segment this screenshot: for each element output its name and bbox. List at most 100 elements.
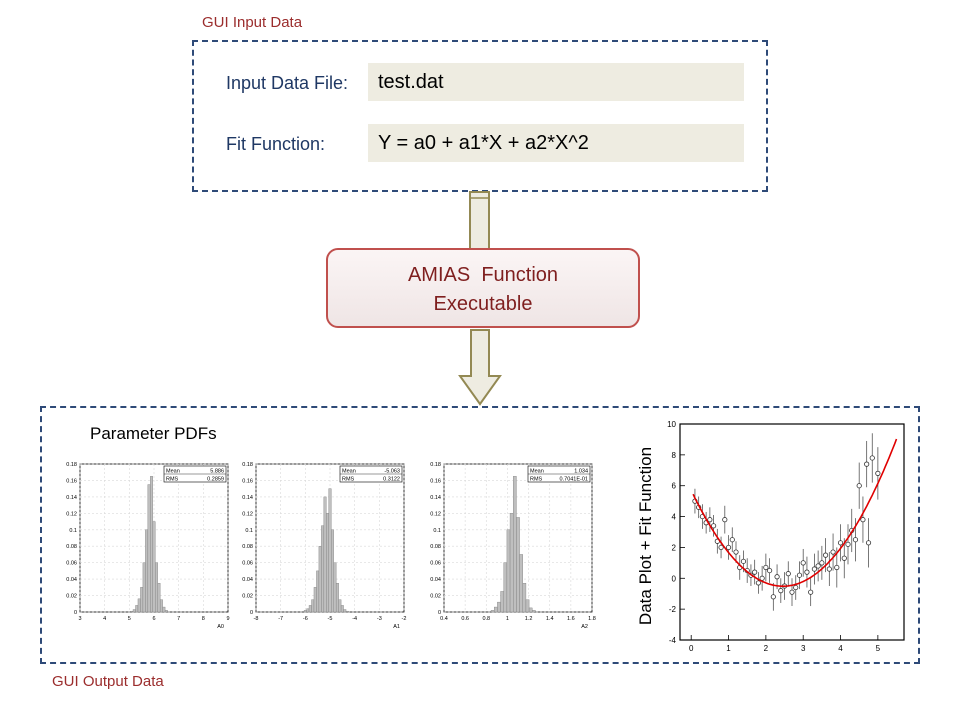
fit-function-label: Fit Function: <box>226 134 326 154</box>
data-point <box>837 540 844 546</box>
data-point <box>752 569 758 575</box>
data-point <box>834 564 840 571</box>
hist-bar <box>145 529 149 613</box>
hist-bar <box>335 583 339 613</box>
hist-bar <box>306 608 310 613</box>
hist-bar <box>343 609 347 613</box>
gui-output-panel <box>40 406 920 664</box>
x-tick-label: 1.6 <box>567 616 575 622</box>
hist-bar <box>328 488 332 613</box>
x-tick-label: 5 <box>876 644 881 653</box>
fit-plot: -4 -2 0 2 4 6 8 10 0 1 2 3 4 5 <box>667 420 905 653</box>
y-tick-label: 0.12 <box>66 511 77 517</box>
hist-bar <box>528 607 533 613</box>
hist-bar <box>303 610 307 613</box>
x-tick-label: -7 <box>278 616 283 622</box>
hist-bar <box>345 610 349 613</box>
y-tick-label: 0.04 <box>66 577 77 583</box>
data-point <box>860 517 866 523</box>
y-tick-label: 0 <box>672 574 677 583</box>
hist-bar <box>490 610 495 613</box>
x-tick-label: -2 <box>402 616 407 622</box>
data-point <box>733 549 739 555</box>
fit-function-field[interactable]: Y = a0 + a1*X + a2*X^2 <box>368 124 744 162</box>
data-point <box>755 580 762 586</box>
stats-value: 0.3122 <box>383 477 400 483</box>
gui-output-label: GUI Output Data <box>52 673 164 690</box>
hist-bar <box>313 587 317 613</box>
y-tick-label: 0.16 <box>242 478 253 484</box>
y-tick-label: 0.08 <box>430 544 441 550</box>
x-tick-label: 1 <box>506 616 509 622</box>
y-tick-label: -2 <box>669 605 677 614</box>
hist-bar <box>509 513 514 613</box>
hist-bar <box>333 562 337 613</box>
histogram-a0: 0 0.02 0.04 0.06 0.08 0.1 0.12 0.14 0.16 0.18 3 4 5 6… <box>66 462 229 630</box>
x-tick-label: 3 <box>78 616 81 622</box>
y-tick-label: 0 <box>250 610 253 616</box>
hist-bar <box>318 546 322 613</box>
data-point <box>808 589 814 595</box>
data-point <box>774 574 780 580</box>
x-tick-label: -6 <box>303 616 308 622</box>
y-tick-label: 0.1 <box>69 528 77 534</box>
data-point <box>770 594 776 600</box>
y-tick-label: 0.02 <box>430 594 441 600</box>
y-tick-label: 0.06 <box>242 561 253 567</box>
hist-bar <box>326 513 329 613</box>
hist-bar <box>503 562 508 613</box>
y-tick-label: 0.04 <box>430 577 441 583</box>
x-axis-label: A1 <box>393 624 400 630</box>
stats-name: Mean <box>342 469 356 475</box>
x-tick-label: 1.4 <box>546 616 554 622</box>
stats-value: 5.886 <box>210 469 224 475</box>
data-point <box>718 544 724 551</box>
hist-bar <box>130 610 134 613</box>
hist-bar <box>137 598 141 613</box>
data-point <box>796 572 803 578</box>
y-tick-label: 0.08 <box>66 544 77 550</box>
y-tick-label: 0.16 <box>66 478 77 484</box>
data-point <box>815 563 821 569</box>
data-point <box>865 540 872 546</box>
y-tick-label: 0.02 <box>66 594 77 600</box>
hist-bar <box>147 484 151 613</box>
x-tick-label: 9 <box>226 616 229 622</box>
stats-value: 0.7041E-01 <box>560 477 588 483</box>
hist-bar <box>164 610 168 613</box>
data-point <box>778 588 784 594</box>
hist-bar <box>316 570 320 613</box>
histogram-a2: 0 0.02 0.04 0.06 0.08 0.1 0.12 0.14 0.16 0.18 0.4 0… <box>430 462 596 630</box>
y-tick-label: 0.18 <box>430 462 441 468</box>
x-tick-label: 6 <box>152 616 155 622</box>
y-tick-label: 0 <box>438 610 441 616</box>
stats-name: RMS <box>166 477 179 483</box>
y-tick-label: 0.04 <box>242 577 253 583</box>
hist-bar <box>525 599 530 613</box>
data-point <box>875 470 881 476</box>
fit-curve <box>692 438 898 587</box>
stats-name: RMS <box>342 477 355 483</box>
parameter-pdfs-title: Parameter PDFs <box>90 424 217 443</box>
histogram-a1: 0 0.02 0.04 0.06 0.08 0.1 0.12 0.14 0.16 0.18 -8 -7… <box>242 462 407 630</box>
hist-bar <box>308 605 312 613</box>
data-point <box>789 589 795 595</box>
x-tick-label: 8 <box>202 616 205 622</box>
data-point <box>852 537 859 543</box>
hist-bar <box>142 562 146 613</box>
gui-input-label: GUI Input Data <box>202 14 303 31</box>
data-point <box>729 537 735 543</box>
hist-bar <box>132 609 136 613</box>
y-tick-label: 8 <box>672 451 677 460</box>
input-data-file-field[interactable]: test.dat <box>368 63 744 101</box>
hist-bar <box>140 587 144 613</box>
data-point <box>722 517 728 523</box>
stats-name: RMS <box>530 477 543 483</box>
data-point <box>767 567 773 574</box>
data-point <box>804 569 810 575</box>
x-tick-label: -5 <box>328 616 333 622</box>
hist-bar <box>532 610 536 613</box>
data-point <box>845 541 851 547</box>
data-point <box>793 584 799 591</box>
y-tick-label: 0.18 <box>242 462 253 468</box>
